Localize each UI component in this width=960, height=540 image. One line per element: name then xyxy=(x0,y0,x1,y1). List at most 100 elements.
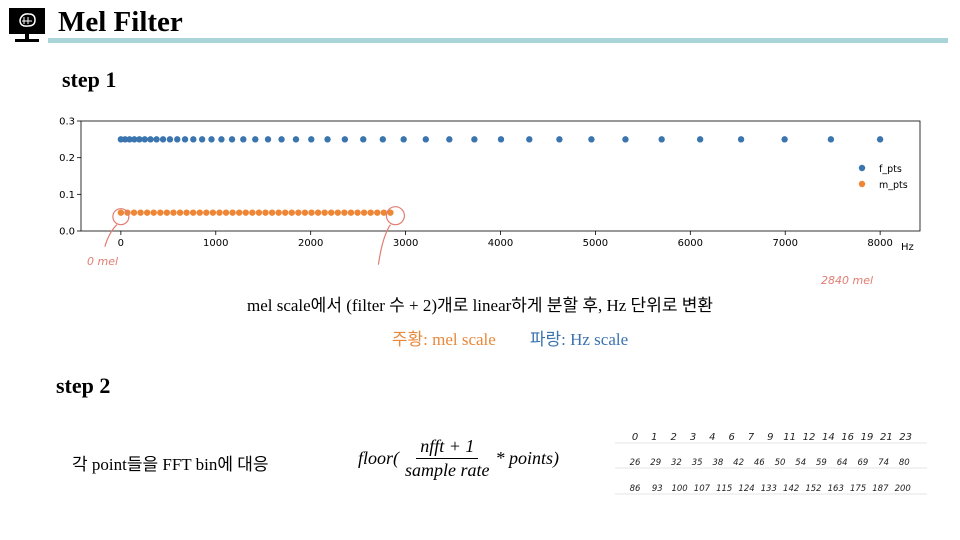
f-pts-point xyxy=(264,136,272,143)
m-pts-point xyxy=(235,209,243,216)
f-pts-point xyxy=(379,136,387,143)
bin-value: 32 xyxy=(671,458,682,468)
m-pts-point xyxy=(367,209,374,216)
color-legend: 주황: mel scale 파랑: Hz scale xyxy=(0,325,960,350)
f-pts-point xyxy=(737,136,745,143)
bin-value: 12 xyxy=(803,432,816,443)
f-pts-point xyxy=(278,136,285,143)
bin-value: 38 xyxy=(712,458,723,468)
f-pts-point xyxy=(166,136,174,143)
left-circle-annotation xyxy=(112,208,130,226)
f-pts-point xyxy=(781,136,788,143)
f-pts-point xyxy=(141,136,148,143)
f-pts-point xyxy=(526,136,533,143)
bin-value: 6 xyxy=(728,432,734,443)
x-tick-label: 1000 xyxy=(203,238,228,249)
bin-value: 142 xyxy=(783,484,799,494)
m-pts-point xyxy=(341,209,348,216)
bin-value: 23 xyxy=(899,432,912,443)
m-pts-point xyxy=(189,209,197,216)
f-pts-point xyxy=(292,136,300,143)
orange-legend-text: 주황: mel scale xyxy=(391,330,496,349)
m-pts-point xyxy=(288,209,295,216)
bin-value: 64 xyxy=(837,458,848,468)
bin-value: 80 xyxy=(899,458,910,468)
m-pts-point xyxy=(308,209,315,216)
m-pts-point xyxy=(117,209,125,216)
legend-marker-m-pts xyxy=(858,180,866,188)
m-pts-point xyxy=(275,209,282,216)
bin-value: 7 xyxy=(748,432,755,443)
m-pts-point xyxy=(216,209,223,216)
bin-value: 1 xyxy=(651,432,657,443)
bin-value: 3 xyxy=(690,432,696,443)
f-pts-point xyxy=(497,136,505,143)
bin-value: 0 xyxy=(632,432,638,443)
f-pts-point xyxy=(422,136,429,143)
x-tick-label: 0 xyxy=(118,238,124,249)
f-pts-point xyxy=(218,136,225,143)
m-pts-point xyxy=(196,209,203,216)
title-underline xyxy=(48,38,948,43)
f-pts-point xyxy=(556,136,563,143)
f-pts-point xyxy=(228,136,236,143)
m-pts-point xyxy=(209,209,217,216)
x-tick-label: 8000 xyxy=(867,238,892,249)
m-pts-point xyxy=(334,209,342,216)
f-pts-point xyxy=(240,136,247,143)
bin-value: 100 xyxy=(671,484,687,494)
f-pts-point xyxy=(153,136,160,143)
step2-heading: step 2 xyxy=(56,373,111,398)
right-arrow-annotation xyxy=(377,224,391,265)
bin-value: 133 xyxy=(761,484,777,494)
m-pts-point xyxy=(163,209,171,216)
left-arrow-annotation xyxy=(104,224,118,247)
bin-value: 115 xyxy=(716,484,732,494)
m-pts-point xyxy=(242,209,249,216)
f-pts-point xyxy=(174,136,181,143)
f-pts-point xyxy=(324,136,331,143)
f-pts-point xyxy=(147,136,154,143)
m-pts-point xyxy=(249,209,256,216)
bin-value: 42 xyxy=(733,458,744,468)
f-pts-point xyxy=(190,136,197,143)
f-pts-point xyxy=(471,136,478,143)
f-pts-point xyxy=(308,136,315,143)
bin-value: 29 xyxy=(650,458,661,468)
formula-fraction: nfft + 1 sample rate xyxy=(401,436,494,481)
m-pts-point xyxy=(314,209,322,216)
x-tick-label: 6000 xyxy=(678,238,703,249)
right-mel-annotation: 2840 mel xyxy=(821,274,873,287)
x-tick-label: 2000 xyxy=(298,238,323,249)
right-circle-annotation xyxy=(385,206,406,226)
m-pts-point xyxy=(222,209,230,216)
f-pts-point xyxy=(121,136,129,143)
logo-icon xyxy=(9,8,45,42)
bin-value: 69 xyxy=(857,458,868,468)
f-pts-point xyxy=(876,136,884,143)
x-unit-annotation: Hz xyxy=(901,242,914,253)
bin-value: 11 xyxy=(783,432,796,443)
legend-label-f-pts: f_pts xyxy=(879,164,902,175)
m-pts-point xyxy=(255,209,263,216)
mapping-text: 각 point들을 FFT bin에 대응 xyxy=(72,455,269,474)
bin-value: 175 xyxy=(850,484,866,494)
bin-value: 19 xyxy=(861,432,874,443)
f-pts-point xyxy=(136,136,143,143)
f-pts-point xyxy=(658,136,665,143)
m-pts-point xyxy=(360,209,368,216)
page-title: Mel Filter xyxy=(58,6,183,38)
step1-heading: step 1 xyxy=(62,67,117,92)
m-pts-point xyxy=(380,209,388,216)
bin-value: 14 xyxy=(822,432,835,443)
m-pts-point xyxy=(295,209,302,216)
m-pts-point xyxy=(387,209,394,216)
f-pts-point xyxy=(696,136,704,143)
bin-value: 200 xyxy=(895,484,911,494)
y-tick-label: 0.2 xyxy=(59,153,75,164)
m-pts-point xyxy=(321,209,328,216)
left-mel-annotation: 0 mel xyxy=(87,255,118,268)
m-pts-point xyxy=(354,209,361,216)
m-pts-point xyxy=(301,209,309,216)
f-pts-point xyxy=(360,136,367,143)
